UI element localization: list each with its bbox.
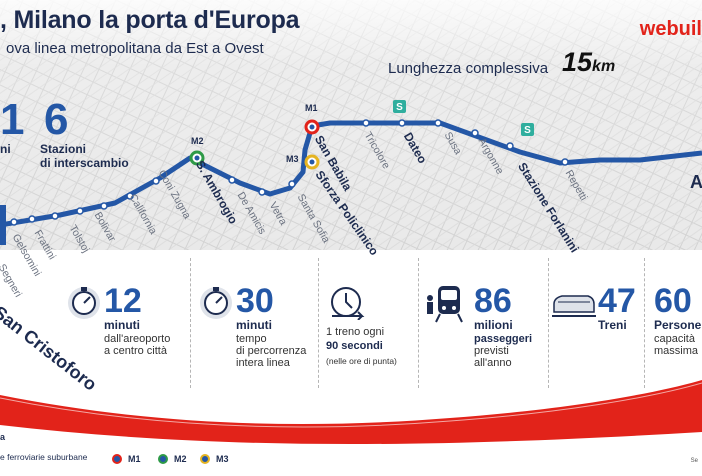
- stations-count: 1: [0, 95, 25, 144]
- stat-line-time-unit: minuti: [236, 318, 272, 332]
- stat-passengers-number: 86: [474, 282, 512, 320]
- interchange-count: 6: [44, 95, 69, 144]
- stat-capacity-number: 60: [654, 282, 692, 320]
- station-dot: [152, 177, 160, 185]
- stat-trains-number: 47: [598, 282, 636, 320]
- stat-airport-number: 12: [104, 282, 142, 320]
- station-dot: [126, 192, 134, 200]
- station-dot: [10, 218, 18, 226]
- station-dot: [76, 207, 84, 215]
- source-note: Se: [690, 458, 698, 464]
- stat-divider: [190, 258, 191, 388]
- page-subtitle: ova linea metropolitana da Est a Ovest: [6, 40, 264, 57]
- right-edge-station-label: A: [690, 172, 702, 192]
- svg-text:S: S: [524, 125, 531, 136]
- station-dot: [471, 129, 479, 137]
- station-dot: [288, 180, 296, 188]
- suburban-rail-badge: [393, 100, 406, 113]
- stat-capacity-unit: Persone: [654, 318, 702, 332]
- stat-line-time-number: 30: [236, 282, 274, 320]
- stat-divider: [548, 258, 549, 388]
- length-unit: km: [592, 58, 616, 75]
- legend-suburban-label: e ferroviarie suburbane: [0, 452, 88, 462]
- station-dot: [398, 119, 406, 127]
- stat-frequency-note: (nelle ore di punta): [326, 356, 397, 366]
- length-label: Lunghezza complessiva: [388, 60, 549, 77]
- station-dot: [506, 142, 514, 150]
- stat-capacity-desc: capacità massima: [654, 333, 699, 357]
- stopwatch-icon: [68, 287, 100, 319]
- stopwatch-icon: [200, 287, 232, 319]
- m3-tag: M3: [286, 154, 299, 164]
- stat-divider: [418, 258, 419, 388]
- stat-airport-desc: dall'areoporto a centro città: [104, 333, 171, 357]
- length-number: 15: [562, 47, 593, 77]
- station-dot: [228, 176, 236, 184]
- stat-line-time-desc: tempo di percorrenza intera linea: [236, 333, 307, 369]
- stat-divider: [644, 258, 645, 388]
- suburban-rail-badge: [521, 123, 534, 136]
- webuild-logo: webuil: [639, 18, 702, 40]
- stat-trains-unit: Treni: [598, 318, 627, 332]
- stations-count-label: ni: [0, 142, 11, 156]
- legend-m3-label: M3: [216, 454, 229, 464]
- legend-m2-icon: [158, 454, 168, 464]
- svg-text:S: S: [396, 102, 403, 113]
- station-dot: [434, 119, 442, 127]
- interchange-label: Stazioni di interscambio: [40, 142, 129, 170]
- page-title: , Milano la porta d'Europa: [0, 6, 300, 34]
- length-value: 15km: [562, 47, 615, 78]
- m2-tag: M2: [191, 136, 204, 146]
- legend-m3-icon: [200, 454, 210, 464]
- m1-tag: M1: [305, 103, 318, 113]
- legend-m1-label: M1: [128, 454, 141, 464]
- stat-divider: [318, 258, 319, 388]
- station-dot: [258, 188, 266, 196]
- legend-title: a: [0, 432, 6, 442]
- station-dot: [561, 158, 569, 166]
- passengers-train-icon: [427, 286, 463, 323]
- stat-passengers-desc: passeggeri previsti all'anno: [474, 333, 533, 369]
- station-dot: [100, 202, 108, 210]
- train-icon: [552, 295, 596, 317]
- station-dot: [28, 215, 36, 223]
- station-dot: [51, 212, 59, 220]
- stat-airport-unit: minuti: [104, 318, 140, 332]
- stat-frequency-line2: 90 secondi: [326, 340, 383, 352]
- stat-passengers-unit: milioni: [474, 318, 513, 332]
- clock-arrow-icon: [331, 287, 365, 320]
- legend-m1-icon: [112, 454, 122, 464]
- station-dot: [362, 119, 370, 127]
- stat-frequency-line1: 1 treno ogni: [326, 326, 385, 338]
- legend-m2-label: M2: [174, 454, 187, 464]
